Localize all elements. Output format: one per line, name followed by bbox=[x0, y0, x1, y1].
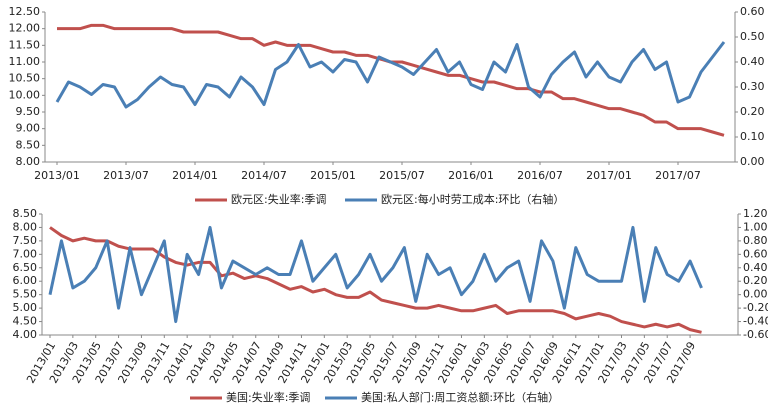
y2-tick-label: -0.40 bbox=[743, 315, 768, 328]
y2-tick-label: 0.50 bbox=[740, 30, 765, 43]
y2-tick-label: 0.30 bbox=[740, 80, 765, 93]
y-tick-label: 10.00 bbox=[9, 88, 41, 101]
x-tick-label: 2017/01 bbox=[586, 169, 632, 182]
y2-tick-label: 1.20 bbox=[743, 207, 768, 220]
y2-tick-label: 0.60 bbox=[743, 247, 768, 260]
x-tick-label: 2014/07 bbox=[241, 169, 287, 182]
x-tick-label: 2015/07 bbox=[379, 169, 425, 182]
y2-tick-label: -0.60 bbox=[743, 328, 768, 341]
y2-tick-label: -0.20 bbox=[743, 301, 768, 314]
y-tick-label: 9.50 bbox=[16, 105, 41, 118]
y-tick-label: 8.00 bbox=[16, 155, 41, 168]
x-tick-label: 2017/07 bbox=[655, 169, 701, 182]
y2-tick-label: 0.10 bbox=[740, 130, 765, 143]
legend-label: 欧元区:失业率:季调 bbox=[231, 192, 326, 206]
y-tick-label: 12.00 bbox=[9, 22, 41, 35]
y2-tick-label: 0.80 bbox=[743, 234, 768, 247]
legend-label: 美国:私人部门:周工资总额:环比（右轴） bbox=[361, 390, 559, 404]
y-tick-label: 5.00 bbox=[13, 301, 38, 314]
legend-label: 欧元区:每小时劳工成本:环比（右轴） bbox=[381, 192, 564, 206]
y-tick-label: 7.00 bbox=[13, 247, 38, 260]
x-tick-label: 2016/07 bbox=[517, 169, 563, 182]
y2-tick-label: 0.40 bbox=[740, 55, 765, 68]
y-tick-label: 11.00 bbox=[9, 55, 41, 68]
y-tick-label: 11.50 bbox=[9, 38, 41, 51]
x-tick-label: 2014/01 bbox=[172, 169, 218, 182]
y2-tick-label: 0.20 bbox=[740, 105, 765, 118]
x-tick-label: 2013/07 bbox=[103, 169, 149, 182]
x-tick-label: 2013/01 bbox=[34, 169, 80, 182]
y-tick-label: 6.00 bbox=[13, 274, 38, 287]
y2-tick-label: 0.00 bbox=[740, 155, 765, 168]
y2-tick-label: 0.40 bbox=[743, 261, 768, 274]
legend-label: 美国:失业率:季调 bbox=[226, 390, 310, 404]
y-tick-label: 6.50 bbox=[13, 261, 38, 274]
series-line bbox=[55, 41, 726, 109]
y-tick-label: 4.00 bbox=[13, 328, 38, 341]
y-tick-label: 7.50 bbox=[13, 234, 38, 247]
x-tick-label: 2015/01 bbox=[310, 169, 356, 182]
series-line bbox=[48, 225, 703, 324]
y2-tick-label: 1.00 bbox=[743, 220, 768, 233]
x-tick-label: 2016/01 bbox=[448, 169, 494, 182]
y-tick-label: 8.50 bbox=[13, 207, 38, 220]
y2-tick-label: 0.00 bbox=[743, 288, 768, 301]
y-tick-label: 12.50 bbox=[9, 5, 41, 18]
y-tick-label: 8.00 bbox=[13, 220, 38, 233]
y-tick-label: 9.00 bbox=[16, 122, 41, 135]
y-tick-label: 10.50 bbox=[9, 72, 41, 85]
y-tick-label: 4.50 bbox=[13, 315, 38, 328]
y2-tick-label: 0.20 bbox=[743, 274, 768, 287]
y-tick-label: 8.50 bbox=[16, 138, 41, 151]
y2-tick-label: 0.60 bbox=[740, 5, 765, 18]
y-tick-label: 5.50 bbox=[13, 288, 38, 301]
